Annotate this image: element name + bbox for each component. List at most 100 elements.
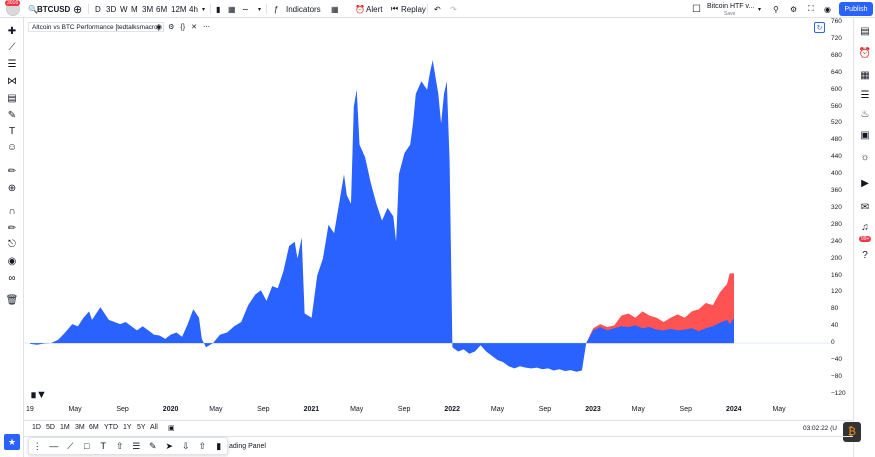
settings-gear-icon[interactable]: ⚙ bbox=[168, 24, 175, 31]
crosshair-icon[interactable]: ✚ bbox=[7, 25, 17, 37]
help-icon[interactable]: ? bbox=[862, 249, 868, 261]
text-icon[interactable]: T bbox=[8, 125, 16, 137]
compare-symbol-icon[interactable]: ⊕ bbox=[73, 3, 83, 16]
range-all[interactable]: All bbox=[150, 424, 158, 431]
user-avatar[interactable]: 3016 bbox=[5, 0, 21, 16]
favorites-star-icon[interactable]: ★ bbox=[4, 434, 20, 450]
replay-button[interactable]: Replay bbox=[401, 4, 426, 14]
range-ytd[interactable]: YTD bbox=[104, 424, 118, 431]
indicators-button[interactable]: Indicators bbox=[286, 4, 321, 14]
bar-style-icon[interactable]: ▦ bbox=[228, 4, 236, 14]
settings-icon[interactable]: ⚙ bbox=[790, 4, 798, 14]
emoji-icon[interactable]: ☺ bbox=[6, 141, 18, 153]
timeframe-w[interactable]: W bbox=[120, 4, 128, 14]
zoom-in-icon[interactable]: ⊕ bbox=[7, 182, 17, 194]
top-toolbar: 3016 🔍 BTCUSD ⊕ D 3D W M 3M 6M 12M 4h ▾ … bbox=[0, 0, 875, 18]
publish-button[interactable]: Publish bbox=[839, 2, 873, 16]
range-5d[interactable]: 5D bbox=[46, 424, 55, 431]
camera-icon[interactable]: ◉ bbox=[824, 4, 831, 14]
time-tick-label: May bbox=[631, 406, 645, 413]
timeframe-4h[interactable]: 4h bbox=[189, 4, 198, 14]
chart-settings-icon[interactable]: ↻ bbox=[814, 22, 825, 33]
text-tool-icon[interactable]: T bbox=[100, 441, 107, 451]
watchlist-icon[interactable]: ▤ bbox=[860, 25, 870, 37]
range-1d[interactable]: 1D bbox=[32, 424, 41, 431]
timeframe-m[interactable]: M bbox=[131, 4, 138, 14]
layout-name[interactable]: Bitcoin HTF v... bbox=[707, 2, 755, 10]
trash-icon[interactable]: 🗑 bbox=[5, 294, 19, 306]
prediction-icon[interactable]: ▤ bbox=[7, 92, 17, 104]
price-tick-label: 240 bbox=[831, 237, 842, 245]
range-6m[interactable]: 6M bbox=[89, 424, 99, 431]
range-3m[interactable]: 3M bbox=[75, 424, 85, 431]
fib-icon[interactable]: ☰ bbox=[132, 440, 141, 451]
fib-retracement-icon[interactable]: ☰ bbox=[7, 58, 17, 70]
brush-icon[interactable]: ✎ bbox=[7, 109, 17, 121]
replay-icon[interactable]: ⏮ bbox=[391, 4, 399, 13]
layout-checkbox-icon[interactable]: ☐ bbox=[692, 3, 701, 15]
quick-search-icon[interactable]: ⚲ bbox=[773, 4, 779, 14]
ideas-icon[interactable]: ☼ bbox=[860, 151, 870, 163]
layers-icon[interactable]: ☰ bbox=[860, 89, 870, 101]
range-1y[interactable]: 1Y bbox=[123, 424, 132, 431]
symbol-search[interactable]: BTCUSD bbox=[37, 4, 71, 14]
alerts-panel-icon[interactable]: ⏰ bbox=[858, 47, 872, 59]
pattern-icon[interactable]: ⋈ bbox=[7, 75, 17, 87]
line-tool-icon[interactable]: ⟋ bbox=[67, 440, 74, 451]
drag-handle-icon[interactable]: ⋮ bbox=[32, 440, 42, 451]
horizontal-line-icon[interactable]: — bbox=[49, 441, 59, 451]
line-style-icon[interactable]: ∼ bbox=[242, 4, 249, 14]
alert-button[interactable]: Alert bbox=[366, 4, 383, 14]
range-1m[interactable]: 1M bbox=[60, 424, 70, 431]
indicator-templates-icon[interactable]: ▦ bbox=[331, 4, 339, 14]
range-5y[interactable]: 5Y bbox=[137, 424, 146, 431]
remove-icon[interactable]: ✕ bbox=[191, 24, 197, 31]
redo-icon[interactable]: ↷ bbox=[450, 4, 457, 14]
arrow-marker-icon[interactable]: ⇧ bbox=[198, 440, 207, 451]
candle-tool-icon[interactable]: ▮ bbox=[216, 440, 222, 451]
calendar-icon[interactable]: ▣ bbox=[860, 129, 870, 141]
indicator-legend-title[interactable]: Altcoin vs BTC Performance [tedtalksmacr… bbox=[28, 22, 164, 32]
source-code-icon[interactable]: {} bbox=[180, 23, 186, 31]
eye-icon[interactable]: ◉ bbox=[156, 24, 163, 31]
date-range-icon[interactable]: ▣ bbox=[168, 425, 175, 432]
rectangle-icon[interactable]: □ bbox=[84, 441, 90, 451]
trading-panel-tab[interactable]: ading Panel bbox=[229, 443, 266, 450]
hotlist-icon[interactable]: ♨ bbox=[860, 108, 870, 120]
search-icon[interactable]: 🔍 bbox=[28, 4, 38, 14]
data-window-icon[interactable]: ▦ bbox=[860, 69, 870, 81]
timeframe-dropdown-icon[interactable]: ▾ bbox=[202, 6, 206, 13]
trend-line-icon[interactable]: ⟋ bbox=[8, 41, 16, 53]
cursor-icon[interactable]: ➤ bbox=[165, 440, 174, 451]
time-tick-label: Sep bbox=[116, 406, 129, 413]
link-icon[interactable]: ∞ bbox=[8, 272, 16, 284]
stay-in-drawing-icon[interactable]: ✏ bbox=[7, 222, 17, 234]
timeframe-d[interactable]: D bbox=[95, 4, 101, 14]
undo-icon[interactable]: ↶ bbox=[434, 4, 441, 14]
arrow-up-icon[interactable]: ⇧ bbox=[115, 440, 124, 451]
more-icon[interactable]: ⋯ bbox=[202, 24, 210, 31]
timeframe-6m[interactable]: 6M bbox=[156, 4, 168, 14]
magnet-icon[interactable]: ∩ bbox=[8, 205, 16, 217]
hide-icon[interactable]: ◉ bbox=[7, 255, 17, 267]
candles-icon[interactable]: ▮ bbox=[216, 4, 221, 14]
ruler-icon[interactable]: ✏ bbox=[7, 165, 17, 177]
utc-clock[interactable]: 03:02:22 (U bbox=[803, 425, 837, 432]
alert-icon[interactable]: ⏰ bbox=[355, 4, 365, 14]
arrow-down-icon[interactable]: ⇩ bbox=[181, 440, 190, 451]
series-red-area bbox=[586, 273, 734, 344]
chart-type-dropdown-icon[interactable]: ▾ bbox=[258, 6, 262, 13]
chart-canvas[interactable] bbox=[24, 18, 830, 420]
timeframe-12m[interactable]: 12M bbox=[171, 4, 187, 14]
layout-dropdown-icon[interactable]: ▾ bbox=[758, 6, 762, 13]
streams-icon[interactable]: ▶ bbox=[861, 177, 869, 189]
fullscreen-icon[interactable]: ⛶ bbox=[808, 4, 814, 13]
timeframe-3d[interactable]: 3D bbox=[106, 4, 117, 14]
podcast-icon[interactable]: ♫ bbox=[861, 221, 869, 233]
price-tick-label: 440 bbox=[831, 153, 842, 161]
indicators-icon[interactable]: ƒ bbox=[274, 4, 279, 14]
chat-icon[interactable]: ✉ bbox=[860, 201, 870, 213]
pen-icon[interactable]: ✎ bbox=[148, 440, 157, 451]
lock-icon[interactable]: ⎋ bbox=[8, 238, 16, 250]
timeframe-3m[interactable]: 3M bbox=[142, 4, 154, 14]
